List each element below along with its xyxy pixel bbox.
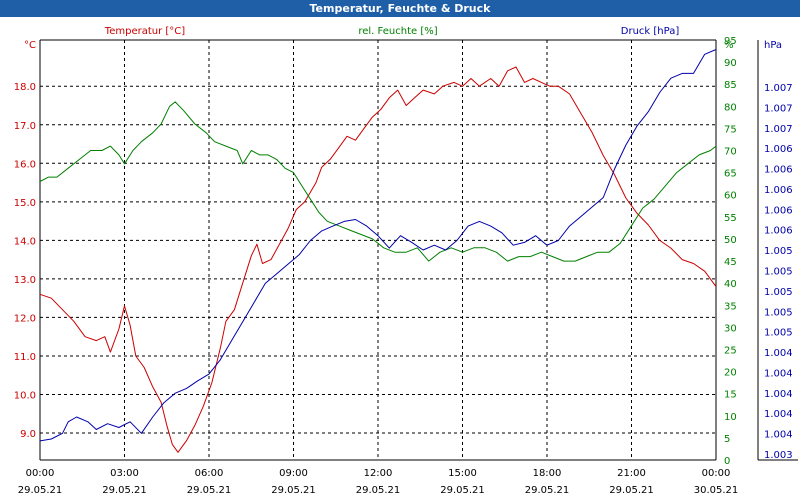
humidity-series-line — [39, 101, 717, 262]
humidity-series-legend: rel. Feuchte [%] — [358, 26, 437, 37]
pressure-series-line — [39, 49, 717, 442]
humidity-tick-label: 90 — [724, 58, 737, 69]
humidity-tick-label: 0 — [724, 456, 730, 467]
x-tick-date-label: 29.05.21 — [356, 485, 401, 496]
pressure-tick-label: 1.004 — [764, 368, 793, 379]
humidity-tick-label: 65 — [724, 169, 737, 180]
x-tick-time-label: 12:00 — [364, 468, 393, 479]
x-tick-date-label: 29.05.21 — [525, 485, 570, 496]
pressure-tick-label: 1.005 — [764, 287, 793, 298]
x-tick-time-label: 03:00 — [110, 468, 139, 479]
x-tick-date-label: 30.05.21 — [694, 485, 739, 496]
pressure-tick-label: 1.005 — [764, 267, 793, 278]
temperature-tick-label: 13.0 — [14, 275, 36, 286]
temperature-tick-label: 12.0 — [14, 313, 36, 324]
pressure-tick-label: 1.006 — [764, 185, 793, 196]
x-tick-time-label: 18:00 — [533, 468, 562, 479]
temperature-tick-label: 9.0 — [20, 429, 36, 440]
temperature-tick-label: 10.0 — [14, 390, 36, 401]
humidity-tick-label: 55 — [724, 213, 737, 224]
pressure-tick-label: 1.007 — [764, 103, 793, 114]
pressure-tick-label: 1.004 — [764, 430, 793, 441]
humidity-tick-label: 60 — [724, 191, 737, 202]
weather-chart: 00:00 29.05.21 03:00 29.05.21 06:00 29.05.21 0… — [14, 26, 798, 496]
pressure-series-legend: Druck [hPa] — [621, 26, 680, 37]
temperature-series-legend: Temperatur [°C] — [104, 26, 185, 37]
humidity-tick-label: 85 — [724, 80, 737, 91]
pressure-tick-label: 1.004 — [764, 389, 793, 400]
humidity-tick-label: 25 — [724, 345, 737, 356]
pressure-tick-label: 1.007 — [764, 83, 793, 94]
chart-grid — [40, 40, 716, 460]
pressure-tick-label: 1.006 — [764, 144, 793, 155]
humidity-tick-label: 75 — [724, 124, 737, 135]
humidity-tick-label: 95 — [724, 36, 737, 47]
temperature-tick-label: 18.0 — [14, 82, 36, 93]
pressure-tick-label: 1.007 — [764, 124, 793, 135]
humidity-tick-label: 35 — [724, 301, 737, 312]
humidity-tick-label: 40 — [724, 279, 737, 290]
temperature-tick-label: 14.0 — [14, 236, 36, 247]
axis-labels: 00:00 29.05.21 03:00 29.05.21 06:00 29.05.21 0… — [14, 26, 793, 496]
window-title: Temperatur, Feuchte & Druck — [0, 0, 800, 17]
humidity-tick-label: 10 — [724, 412, 737, 423]
pressure-tick-label: 1.005 — [764, 328, 793, 339]
x-tick-time-label: 21:00 — [617, 468, 646, 479]
pressure-tick-label: 1.005 — [764, 307, 793, 318]
pressure-tick-label: 1.006 — [764, 205, 793, 216]
temperature-tick-label: 15.0 — [14, 198, 36, 209]
pressure-tick-label: 1.003 — [764, 450, 793, 461]
temperature-tick-label: 11.0 — [14, 352, 36, 363]
x-tick-time-label: 06:00 — [195, 468, 224, 479]
temperature-tick-label: 17.0 — [14, 121, 36, 132]
pressure-tick-label: 1.004 — [764, 348, 793, 359]
x-tick-time-label: 00:00 — [702, 468, 731, 479]
x-tick-date-label: 29.05.21 — [187, 485, 232, 496]
pressure-tick-label: 1.006 — [764, 165, 793, 176]
pressure-tick-label: 1.006 — [764, 226, 793, 237]
x-tick-date-label: 29.05.21 — [102, 485, 147, 496]
humidity-tick-label: 30 — [724, 323, 737, 334]
humidity-unit-label: % — [724, 40, 734, 51]
pressure-tick-label: 1.004 — [764, 409, 793, 420]
humidity-tick-label: 80 — [724, 102, 737, 113]
x-tick-date-label: 29.05.21 — [609, 485, 654, 496]
x-tick-date-label: 29.05.21 — [18, 485, 63, 496]
temperature-tick-label: 16.0 — [14, 159, 36, 170]
humidity-tick-label: 70 — [724, 147, 737, 158]
x-tick-time-label: 15:00 — [448, 468, 477, 479]
humidity-tick-label: 20 — [724, 368, 737, 379]
humidity-tick-label: 5 — [724, 434, 730, 445]
temperature-unit-label: °C — [24, 40, 36, 51]
plot-frame — [39, 39, 798, 461]
x-tick-date-label: 29.05.21 — [440, 485, 485, 496]
x-tick-time-label: 00:00 — [26, 468, 55, 479]
humidity-tick-label: 15 — [724, 390, 737, 401]
humidity-tick-label: 50 — [724, 235, 737, 246]
x-tick-date-label: 29.05.21 — [271, 485, 316, 496]
pressure-tick-label: 1.005 — [764, 246, 793, 257]
pressure-unit-label: hPa — [764, 40, 782, 51]
x-tick-time-label: 09:00 — [279, 468, 308, 479]
temperature-series-line — [39, 66, 717, 453]
series-layer — [39, 49, 717, 453]
humidity-tick-label: 45 — [724, 257, 737, 268]
